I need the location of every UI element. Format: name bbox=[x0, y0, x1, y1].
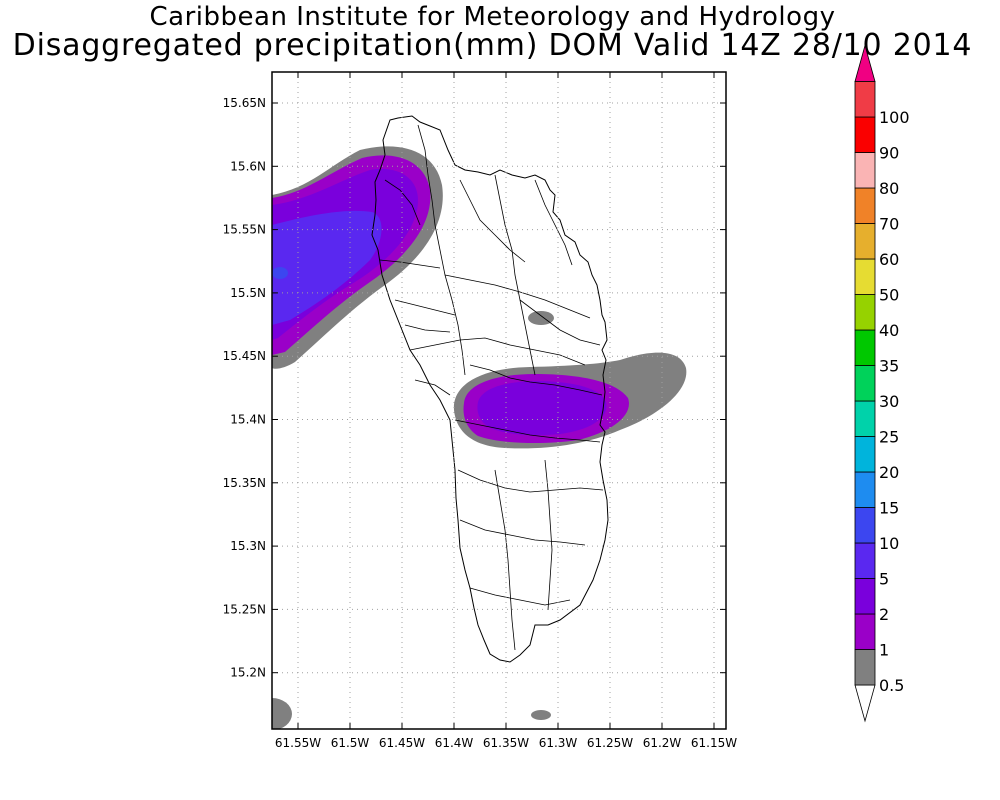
colorbar-label: 80 bbox=[879, 179, 899, 198]
precip-contour-2 bbox=[477, 381, 607, 436]
watershed-boundaries bbox=[379, 124, 604, 651]
lon-tick-label: 61.5W bbox=[331, 736, 370, 750]
colorbar-swatch bbox=[854, 258, 876, 295]
colorbar-label: 10 bbox=[879, 534, 899, 553]
colorbar-swatch bbox=[854, 187, 876, 224]
colorbar-swatch bbox=[854, 294, 876, 331]
colorbar-under-triangle bbox=[854, 684, 876, 723]
lat-tick-label: 15.3N bbox=[230, 539, 266, 553]
colorbar-swatch bbox=[854, 578, 876, 615]
precip-system-east bbox=[453, 311, 687, 449]
colorbar-label: 1 bbox=[879, 641, 889, 660]
colorbar-label: 100 bbox=[879, 108, 910, 127]
lat-tick-label: 15.5N bbox=[230, 286, 266, 300]
colorbar-label: 70 bbox=[879, 215, 899, 234]
map-frame bbox=[271, 71, 727, 730]
lon-tick-label: 61.15W bbox=[691, 736, 737, 750]
colorbar-label: 60 bbox=[879, 250, 899, 269]
colorbar-swatch bbox=[854, 152, 876, 189]
colorbar-swatch bbox=[854, 329, 876, 366]
lat-tick-label: 15.55N bbox=[223, 223, 266, 237]
lat-tick-label: 15.6N bbox=[230, 159, 266, 173]
precip-spot bbox=[531, 710, 551, 720]
lon-tick-label: 61.2W bbox=[643, 736, 682, 750]
colorbar-label: 30 bbox=[879, 392, 899, 411]
precip-spot bbox=[272, 698, 292, 729]
colorbar-swatch bbox=[854, 471, 876, 508]
lat-tick-label: 15.45N bbox=[223, 349, 266, 363]
lat-tick-label: 15.25N bbox=[223, 602, 266, 616]
lat-tick-label: 15.2N bbox=[230, 666, 266, 680]
island-dominica bbox=[371, 115, 609, 663]
colorbar-label: 25 bbox=[879, 428, 899, 447]
colorbar-label: 15 bbox=[879, 499, 899, 518]
lon-tick-label: 61.4W bbox=[435, 736, 474, 750]
colorbar-label: 40 bbox=[879, 321, 899, 340]
colorbar-label: 5 bbox=[879, 570, 889, 589]
colorbar-swatch bbox=[854, 400, 876, 437]
precip-contour-10 bbox=[272, 267, 288, 279]
colorbar-swatch bbox=[854, 223, 876, 260]
lat-tick-label: 15.4N bbox=[230, 413, 266, 427]
colorbar-over-triangle bbox=[854, 44, 876, 82]
lon-tick-label: 61.55W bbox=[275, 736, 321, 750]
colorbar-label: 90 bbox=[879, 144, 899, 163]
colorbar-swatch bbox=[854, 81, 876, 118]
precip-spot bbox=[528, 311, 554, 325]
colorbar-swatch bbox=[854, 365, 876, 402]
colorbar-swatch bbox=[854, 436, 876, 473]
lat-tick-label: 15.65N bbox=[223, 96, 266, 110]
map-grid bbox=[272, 72, 726, 729]
colorbar-swatch bbox=[854, 507, 876, 544]
lon-tick-label: 61.25W bbox=[587, 736, 633, 750]
chart-title: Caribbean Institute for Meteorology and … bbox=[149, 2, 836, 32]
precip-contour-5 bbox=[272, 210, 382, 325]
lat-tick-label: 15.35N bbox=[223, 476, 266, 490]
map-axes: 15.65N 15.6N 15.55N 15.5N 15.45N 15.4N 15.35N 1… bbox=[223, 72, 737, 750]
colorbar-label: 35 bbox=[879, 357, 899, 376]
colorbar-swatch bbox=[854, 613, 876, 650]
chart-subtitle: Disaggregated precipitation(mm) DOM Vali… bbox=[12, 28, 973, 63]
colorbar-swatch bbox=[854, 542, 876, 579]
map-plot-area bbox=[272, 72, 726, 729]
colorbar-swatch bbox=[854, 116, 876, 153]
colorbar-label: 0.5 bbox=[879, 676, 904, 695]
lon-tick-label: 61.3W bbox=[539, 736, 578, 750]
colorbar-swatch bbox=[854, 649, 876, 686]
lon-tick-label: 61.45W bbox=[379, 736, 425, 750]
coastline bbox=[371, 115, 609, 663]
colorbar-label: 2 bbox=[879, 605, 889, 624]
colorbar-label: 20 bbox=[879, 463, 899, 482]
precip-system-west bbox=[272, 146, 443, 369]
colorbar-label: 50 bbox=[879, 286, 899, 305]
lon-tick-label: 61.35W bbox=[483, 736, 529, 750]
